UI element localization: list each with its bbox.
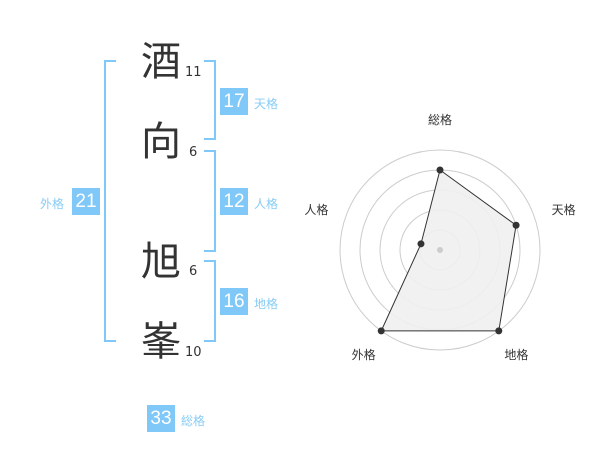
stroke-count-2: 6 [189, 145, 198, 160]
radar-center [437, 247, 443, 253]
tenkaku-label: 天格 [254, 97, 279, 111]
radar-point [512, 221, 520, 229]
soukaku-value: 33 [147, 405, 175, 432]
tenkaku-value: 17 [220, 88, 248, 115]
stroke-count-3: 6 [189, 264, 198, 279]
chikaku-bracket [204, 260, 216, 342]
radar-point [436, 166, 444, 174]
jinkaku-value: 12 [220, 188, 248, 215]
radar-axis-label: 総格 [428, 112, 452, 127]
gaikaku-bracket [104, 60, 116, 342]
gaikaku-value: 21 [72, 188, 100, 215]
stroke-count-4: 10 [185, 345, 202, 360]
radar-point [417, 240, 425, 248]
gaikaku-label: 外格 [40, 197, 65, 211]
chikaku-label: 地格 [254, 297, 279, 311]
jinkaku-label: 人格 [254, 197, 279, 211]
radar-point [495, 327, 503, 335]
name-char-1: 酒 [141, 39, 181, 85]
radar-axis-label: 天格 [552, 202, 576, 217]
name-char-4: 峯 [141, 319, 181, 365]
name-char-2: 向 [141, 119, 181, 165]
radar-axis-label: 地格 [504, 347, 528, 362]
stroke-count-1: 11 [185, 65, 202, 80]
radar-point [377, 327, 385, 335]
jinkaku-bracket [204, 150, 216, 252]
soukaku-label: 総格 [181, 414, 206, 428]
radar-area [380, 169, 517, 332]
radar-axis-label: 外格 [352, 347, 376, 362]
name-char-3: 旭 [141, 239, 181, 285]
radar-ring [339, 149, 541, 351]
tenkaku-bracket [204, 60, 216, 140]
radar-axis-label: 人格 [304, 202, 328, 217]
chikaku-value: 16 [220, 288, 248, 315]
